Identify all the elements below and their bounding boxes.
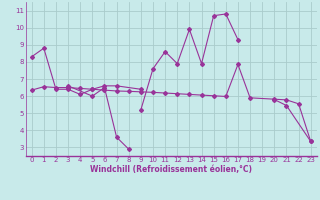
X-axis label: Windchill (Refroidissement éolien,°C): Windchill (Refroidissement éolien,°C) (90, 165, 252, 174)
